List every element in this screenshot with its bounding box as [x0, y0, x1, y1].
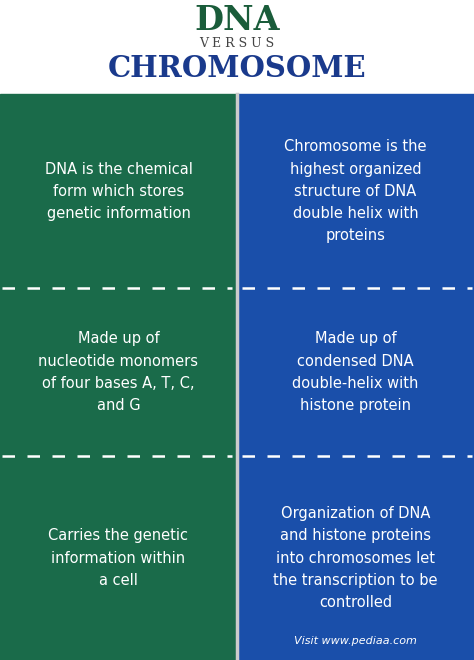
Text: Carries the genetic
information within
a cell: Carries the genetic information within a…: [48, 529, 189, 588]
Bar: [238, 456, 474, 660]
Bar: [0, 94, 236, 288]
Text: Made up of
condensed DNA
double-helix with
histone protein: Made up of condensed DNA double-helix wi…: [292, 331, 419, 413]
Text: V E R S U S: V E R S U S: [200, 36, 274, 49]
Text: Chromosome is the
highest organized
structure of DNA
double helix with
proteins: Chromosome is the highest organized stru…: [284, 139, 427, 244]
Text: Made up of
nucleotide monomers
of four bases A, T, C,
and G: Made up of nucleotide monomers of four b…: [38, 331, 199, 413]
Bar: [238, 288, 474, 456]
Bar: [0, 288, 236, 456]
Text: Organization of DNA
and histone proteins
into chromosomes let
the transcription : Organization of DNA and histone proteins…: [273, 506, 438, 610]
Bar: [0, 456, 236, 660]
Bar: [238, 94, 474, 288]
Text: CHROMOSOME: CHROMOSOME: [108, 53, 366, 82]
Text: DNA: DNA: [194, 4, 280, 37]
Text: DNA is the chemical
form which stores
genetic information: DNA is the chemical form which stores ge…: [45, 162, 192, 221]
Bar: [0, 2, 474, 94]
Text: Visit www.pediaa.com: Visit www.pediaa.com: [294, 636, 417, 645]
